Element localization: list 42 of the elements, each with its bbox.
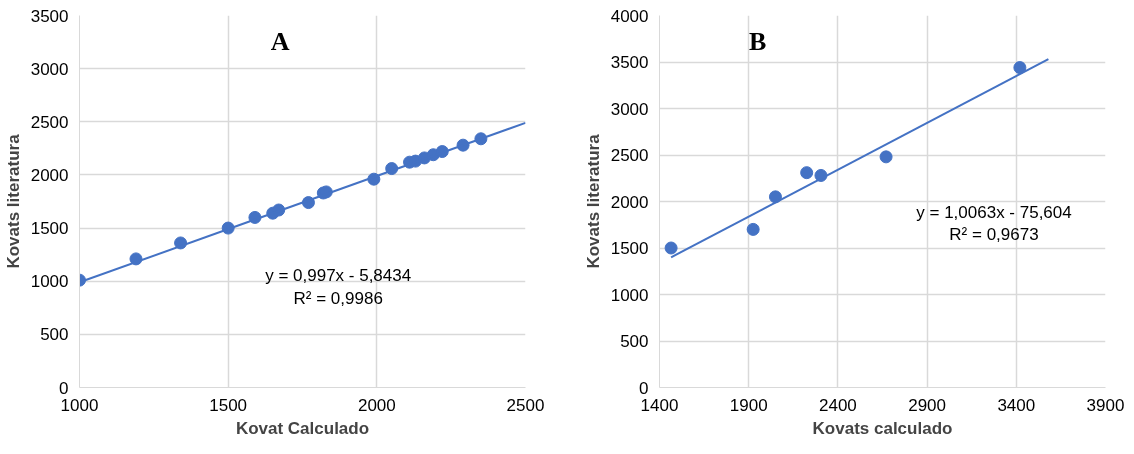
y-tick-label: 2000 [610,192,649,212]
annotation: A [270,27,290,57]
y-tick-label: 2000 [30,165,69,185]
y-tick-label: 1500 [30,219,69,239]
y-axis-title: Kovats literatura [3,133,23,269]
y-tick-label: 3000 [30,59,69,79]
y-tick-label: 3500 [610,53,649,72]
x-tick-label: 2900 [908,395,947,415]
x-tick-label: 2000 [357,395,396,415]
x-tick-label: 2500 [506,395,545,415]
y-tick-label: 1000 [610,285,649,305]
x-tick-label: 2400 [818,395,857,415]
point [746,222,760,236]
y-tick-label: 2500 [610,146,649,165]
x-tick-label: 1900 [729,395,768,415]
y-tick-label: 500 [620,332,649,351]
y-tick-label: 500 [40,325,69,345]
point [664,241,678,255]
annotation: y = 1,0063x - 75,604 [916,203,1072,223]
annotation: R² = 0,9673 [949,225,1039,245]
point [800,166,814,180]
y-tick-label: 2500 [30,112,69,132]
x-tick-label: 1000 [60,395,99,415]
y-tick-label: 4000 [610,6,649,26]
y-axis-title: Kovats literatura [583,133,603,269]
x-axis-title: Kovat Calculado [235,418,370,438]
annotation: y = 0,997x - 5,8434 [265,266,412,286]
y-tick-label: 1000 [30,272,69,292]
y-tick-label: 3000 [610,99,649,119]
x-tick-label: 1500 [209,395,248,415]
x-tick-label: 3400 [997,395,1036,415]
y-tick-label: 1500 [610,239,649,258]
annotation: B [748,27,767,57]
annotation: R² = 0,9986 [293,288,383,308]
point [879,150,893,164]
x-axis-title: Kovats calculado [812,418,953,438]
y-tick-label: 0 [639,378,649,398]
y-tick-label: 3500 [30,6,69,26]
x-tick-label: 3900 [1086,395,1125,415]
x-tick-label: 1400 [640,395,679,415]
y-tick-label: 0 [59,378,69,398]
point [1013,61,1027,75]
